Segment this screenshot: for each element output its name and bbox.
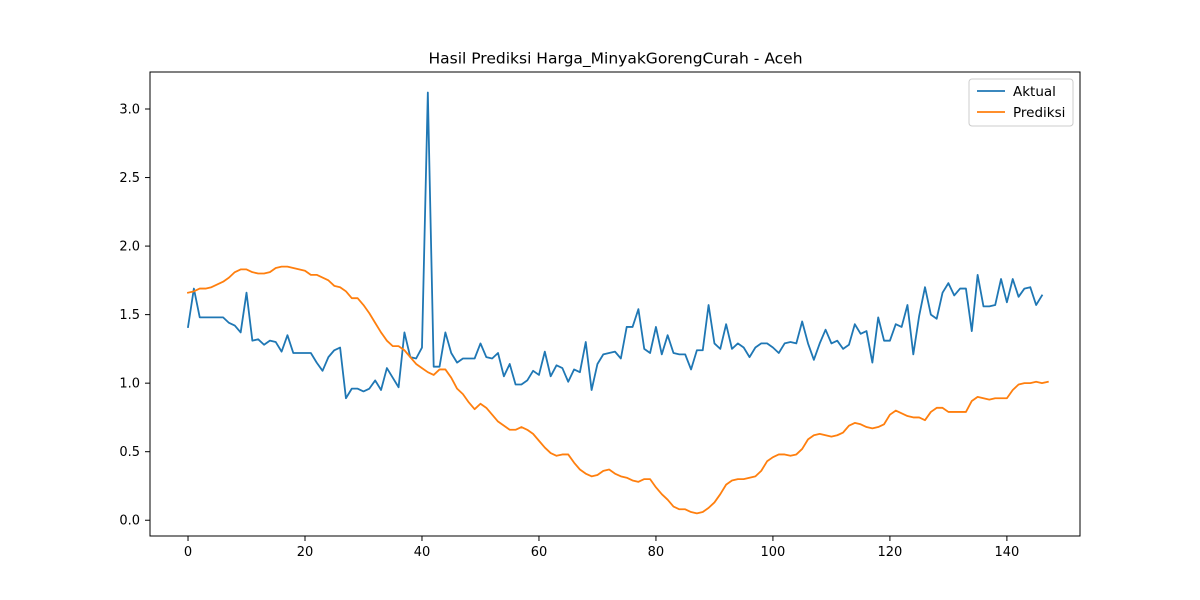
x-tick-label: 20	[297, 545, 314, 560]
x-axis: 0 20 40 60 80 100 120 140	[184, 536, 1019, 560]
x-tick-label: 80	[648, 545, 665, 560]
y-tick-label: 0.5	[119, 445, 140, 460]
x-tick-label: 40	[414, 545, 431, 560]
legend: Aktual Prediksi	[968, 78, 1074, 127]
x-tick-label: 100	[761, 545, 786, 560]
y-tick-label: 2.5	[119, 171, 140, 186]
x-tick-label: 120	[877, 545, 902, 560]
series-line-aktual	[186, 91, 1044, 400]
legend-label-aktual: Aktual	[1013, 84, 1056, 100]
y-tick-label: 1.5	[119, 308, 140, 323]
x-tick-label: 60	[531, 545, 548, 560]
series-line-prediksi	[186, 265, 1049, 515]
y-tick-label: 3.0	[119, 103, 140, 118]
y-tick-label: 1.0	[119, 377, 140, 392]
y-tick-label: 2.0	[119, 240, 140, 255]
legend-label-prediksi: Prediksi	[1013, 105, 1065, 121]
y-tick-label: 0.0	[119, 514, 140, 529]
x-tick-label: 140	[994, 545, 1019, 560]
x-tick-label: 0	[184, 545, 192, 560]
y-axis: 0.0 0.5 1.0 1.5 2.0 2.5 3.0	[119, 103, 150, 529]
plot-frame	[149, 71, 1081, 537]
plot-area	[186, 91, 1049, 515]
chart-title: Hasil Prediksi Harga_MinyakGorengCurah -…	[428, 50, 802, 69]
